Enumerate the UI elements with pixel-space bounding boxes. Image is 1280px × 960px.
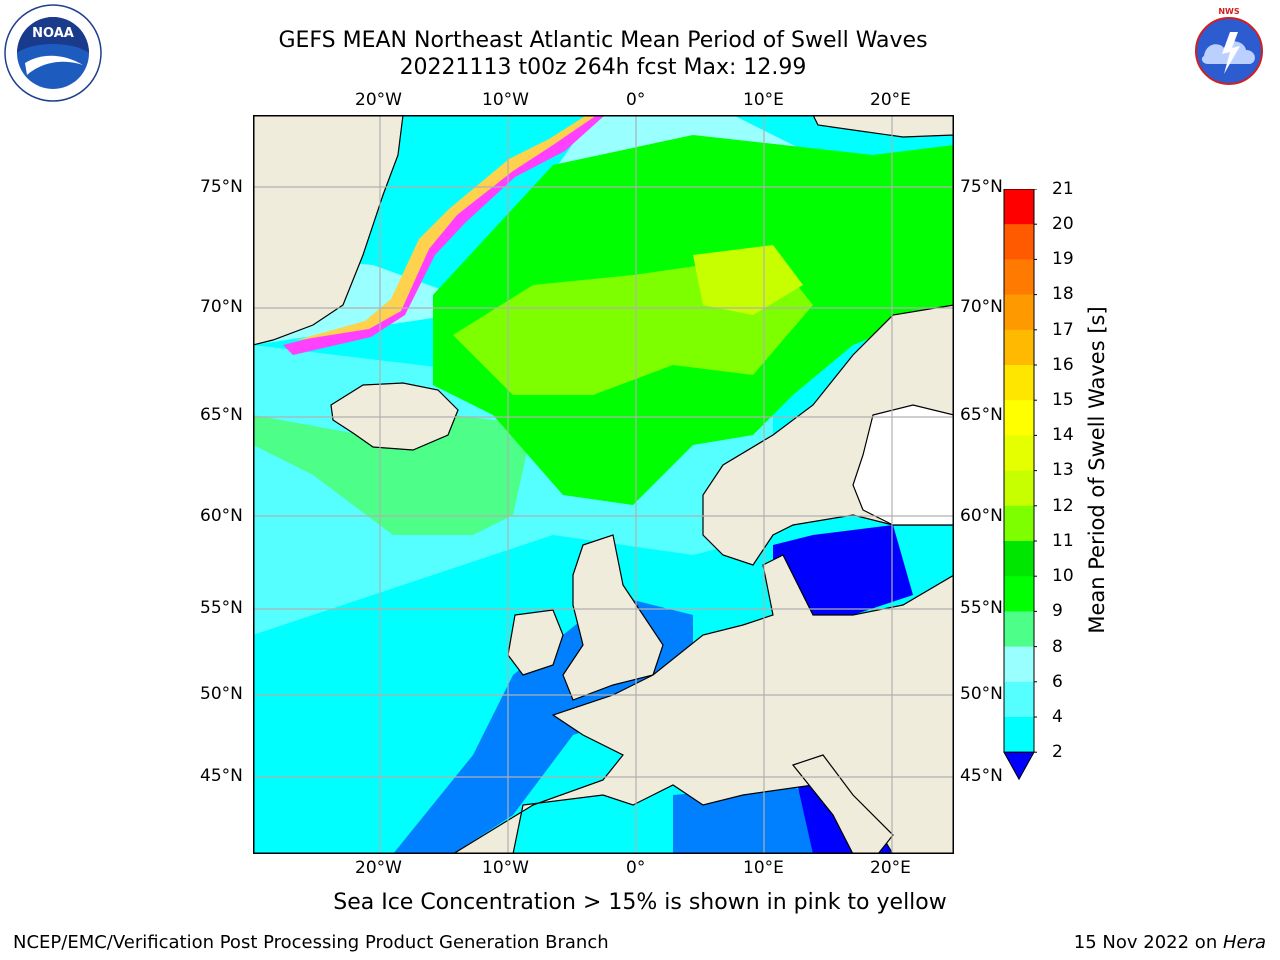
cb-tick-14: 14 xyxy=(1052,425,1074,445)
lon-label-top-10e: 10°E xyxy=(743,90,784,110)
colorbar-band xyxy=(1004,717,1034,753)
lon-label-top-10w: 10°W xyxy=(482,90,529,110)
cb-tick-9: 9 xyxy=(1052,601,1063,621)
cb-tick-10: 10 xyxy=(1052,566,1074,586)
colorbar-band xyxy=(1004,329,1034,366)
lon-label-top-20w: 20°W xyxy=(355,90,402,110)
greenland xyxy=(253,115,404,346)
cb-tick-21: 21 xyxy=(1052,179,1074,199)
swell-period-map xyxy=(253,115,954,854)
colorbar-band xyxy=(1004,259,1034,296)
cb-tick-11: 11 xyxy=(1052,531,1074,551)
cb-tick-16: 16 xyxy=(1052,355,1074,375)
graticule xyxy=(253,115,954,854)
lat-label-right-75n: 75°N xyxy=(960,177,1003,197)
cb-tick-6: 6 xyxy=(1052,672,1063,692)
svg-text:NWS: NWS xyxy=(1218,7,1240,16)
cb-tick-17: 17 xyxy=(1052,320,1074,340)
footer-date-text: 15 Nov 2022 on xyxy=(1073,932,1223,953)
lat-label-left-65n: 65°N xyxy=(200,405,243,425)
colorbar-band xyxy=(1004,365,1034,401)
noaa-logo: NOAA xyxy=(4,4,102,102)
colorbar-band xyxy=(1004,541,1034,577)
map-subtitle: 20221113 t00z 264h fcst Max: 12.99 xyxy=(399,55,807,80)
lon-label-top-20e: 20°E xyxy=(870,90,911,110)
colorbar-band xyxy=(1004,435,1034,472)
cb-tick-18: 18 xyxy=(1052,284,1074,304)
colorbar-band xyxy=(1004,189,1034,225)
colorbar-band xyxy=(1004,470,1034,507)
colorbar-extend-arrow xyxy=(1003,751,1035,781)
bothnia-ice-white xyxy=(852,404,954,526)
sea-ice-note: Sea Ice Concentration > 15% is shown in … xyxy=(333,890,947,915)
svalbard xyxy=(812,115,954,138)
colorbar-band xyxy=(1004,224,1034,260)
lon-label-bottom-10w: 10°W xyxy=(482,858,529,878)
footer-date: 15 Nov 2022 on Hera xyxy=(1074,932,1266,953)
colorbar-band xyxy=(1004,400,1034,436)
lat-label-right-55n: 55°N xyxy=(960,598,1003,618)
lat-label-right-70n: 70°N xyxy=(960,297,1003,317)
lon-label-top-0: 0° xyxy=(626,90,646,110)
colorbar-band xyxy=(1004,681,1034,718)
map-title: GEFS MEAN Northeast Atlantic Mean Period… xyxy=(278,28,928,53)
colorbar-band xyxy=(1004,294,1034,331)
colorbar-band xyxy=(1004,611,1034,648)
cb-tick-8: 8 xyxy=(1052,637,1063,657)
lat-label-left-50n: 50°N xyxy=(200,684,243,704)
colorbar-band xyxy=(1004,576,1034,612)
colorbar-title: Mean Period of Swell Waves [s] xyxy=(1085,306,1109,634)
lat-label-right-45n: 45°N xyxy=(960,766,1003,786)
italy xyxy=(791,754,894,854)
lat-label-right-50n: 50°N xyxy=(960,684,1003,704)
lon-label-bottom-10e: 10°E xyxy=(743,858,784,878)
noaa-logo-text: NOAA xyxy=(32,26,74,41)
lon-label-bottom-20e: 20°E xyxy=(870,858,911,878)
swell-zone-baltic xyxy=(773,525,913,615)
cb-tick-13: 13 xyxy=(1052,460,1074,480)
nws-logo: NWS xyxy=(1182,4,1276,98)
footer-credit: NCEP/EMC/Verification Post Processing Pr… xyxy=(13,932,609,953)
footer-host: Hera xyxy=(1222,932,1266,953)
cb-tick-19: 19 xyxy=(1052,249,1074,269)
swell-zone-9-10-west xyxy=(253,415,533,535)
lat-label-left-45n: 45°N xyxy=(200,766,243,786)
sea-ice-edge xyxy=(283,115,605,355)
lat-label-right-65n: 65°N xyxy=(960,405,1003,425)
cb-tick-20: 20 xyxy=(1052,214,1074,234)
lat-label-left-75n: 75°N xyxy=(200,177,243,197)
lat-label-left-60n: 60°N xyxy=(200,506,243,526)
colorbar-band xyxy=(1004,646,1034,683)
cb-tick-4: 4 xyxy=(1052,707,1063,727)
colorbar xyxy=(1003,189,1037,781)
cb-tick-12: 12 xyxy=(1052,496,1074,516)
lat-label-left-55n: 55°N xyxy=(200,598,243,618)
lon-label-bottom-0: 0° xyxy=(626,858,646,878)
colorbar-band xyxy=(1004,505,1034,542)
great-britain xyxy=(562,534,664,701)
map-border xyxy=(253,115,954,854)
lat-label-right-60n: 60°N xyxy=(960,506,1003,526)
sea-ice-edge-inner xyxy=(293,115,597,341)
lat-label-left-70n: 70°N xyxy=(200,297,243,317)
swell-zone-12-13 xyxy=(693,245,803,315)
cb-tick-2: 2 xyxy=(1052,742,1063,762)
cb-tick-15: 15 xyxy=(1052,390,1074,410)
lon-label-bottom-20w: 20°W xyxy=(355,858,402,878)
